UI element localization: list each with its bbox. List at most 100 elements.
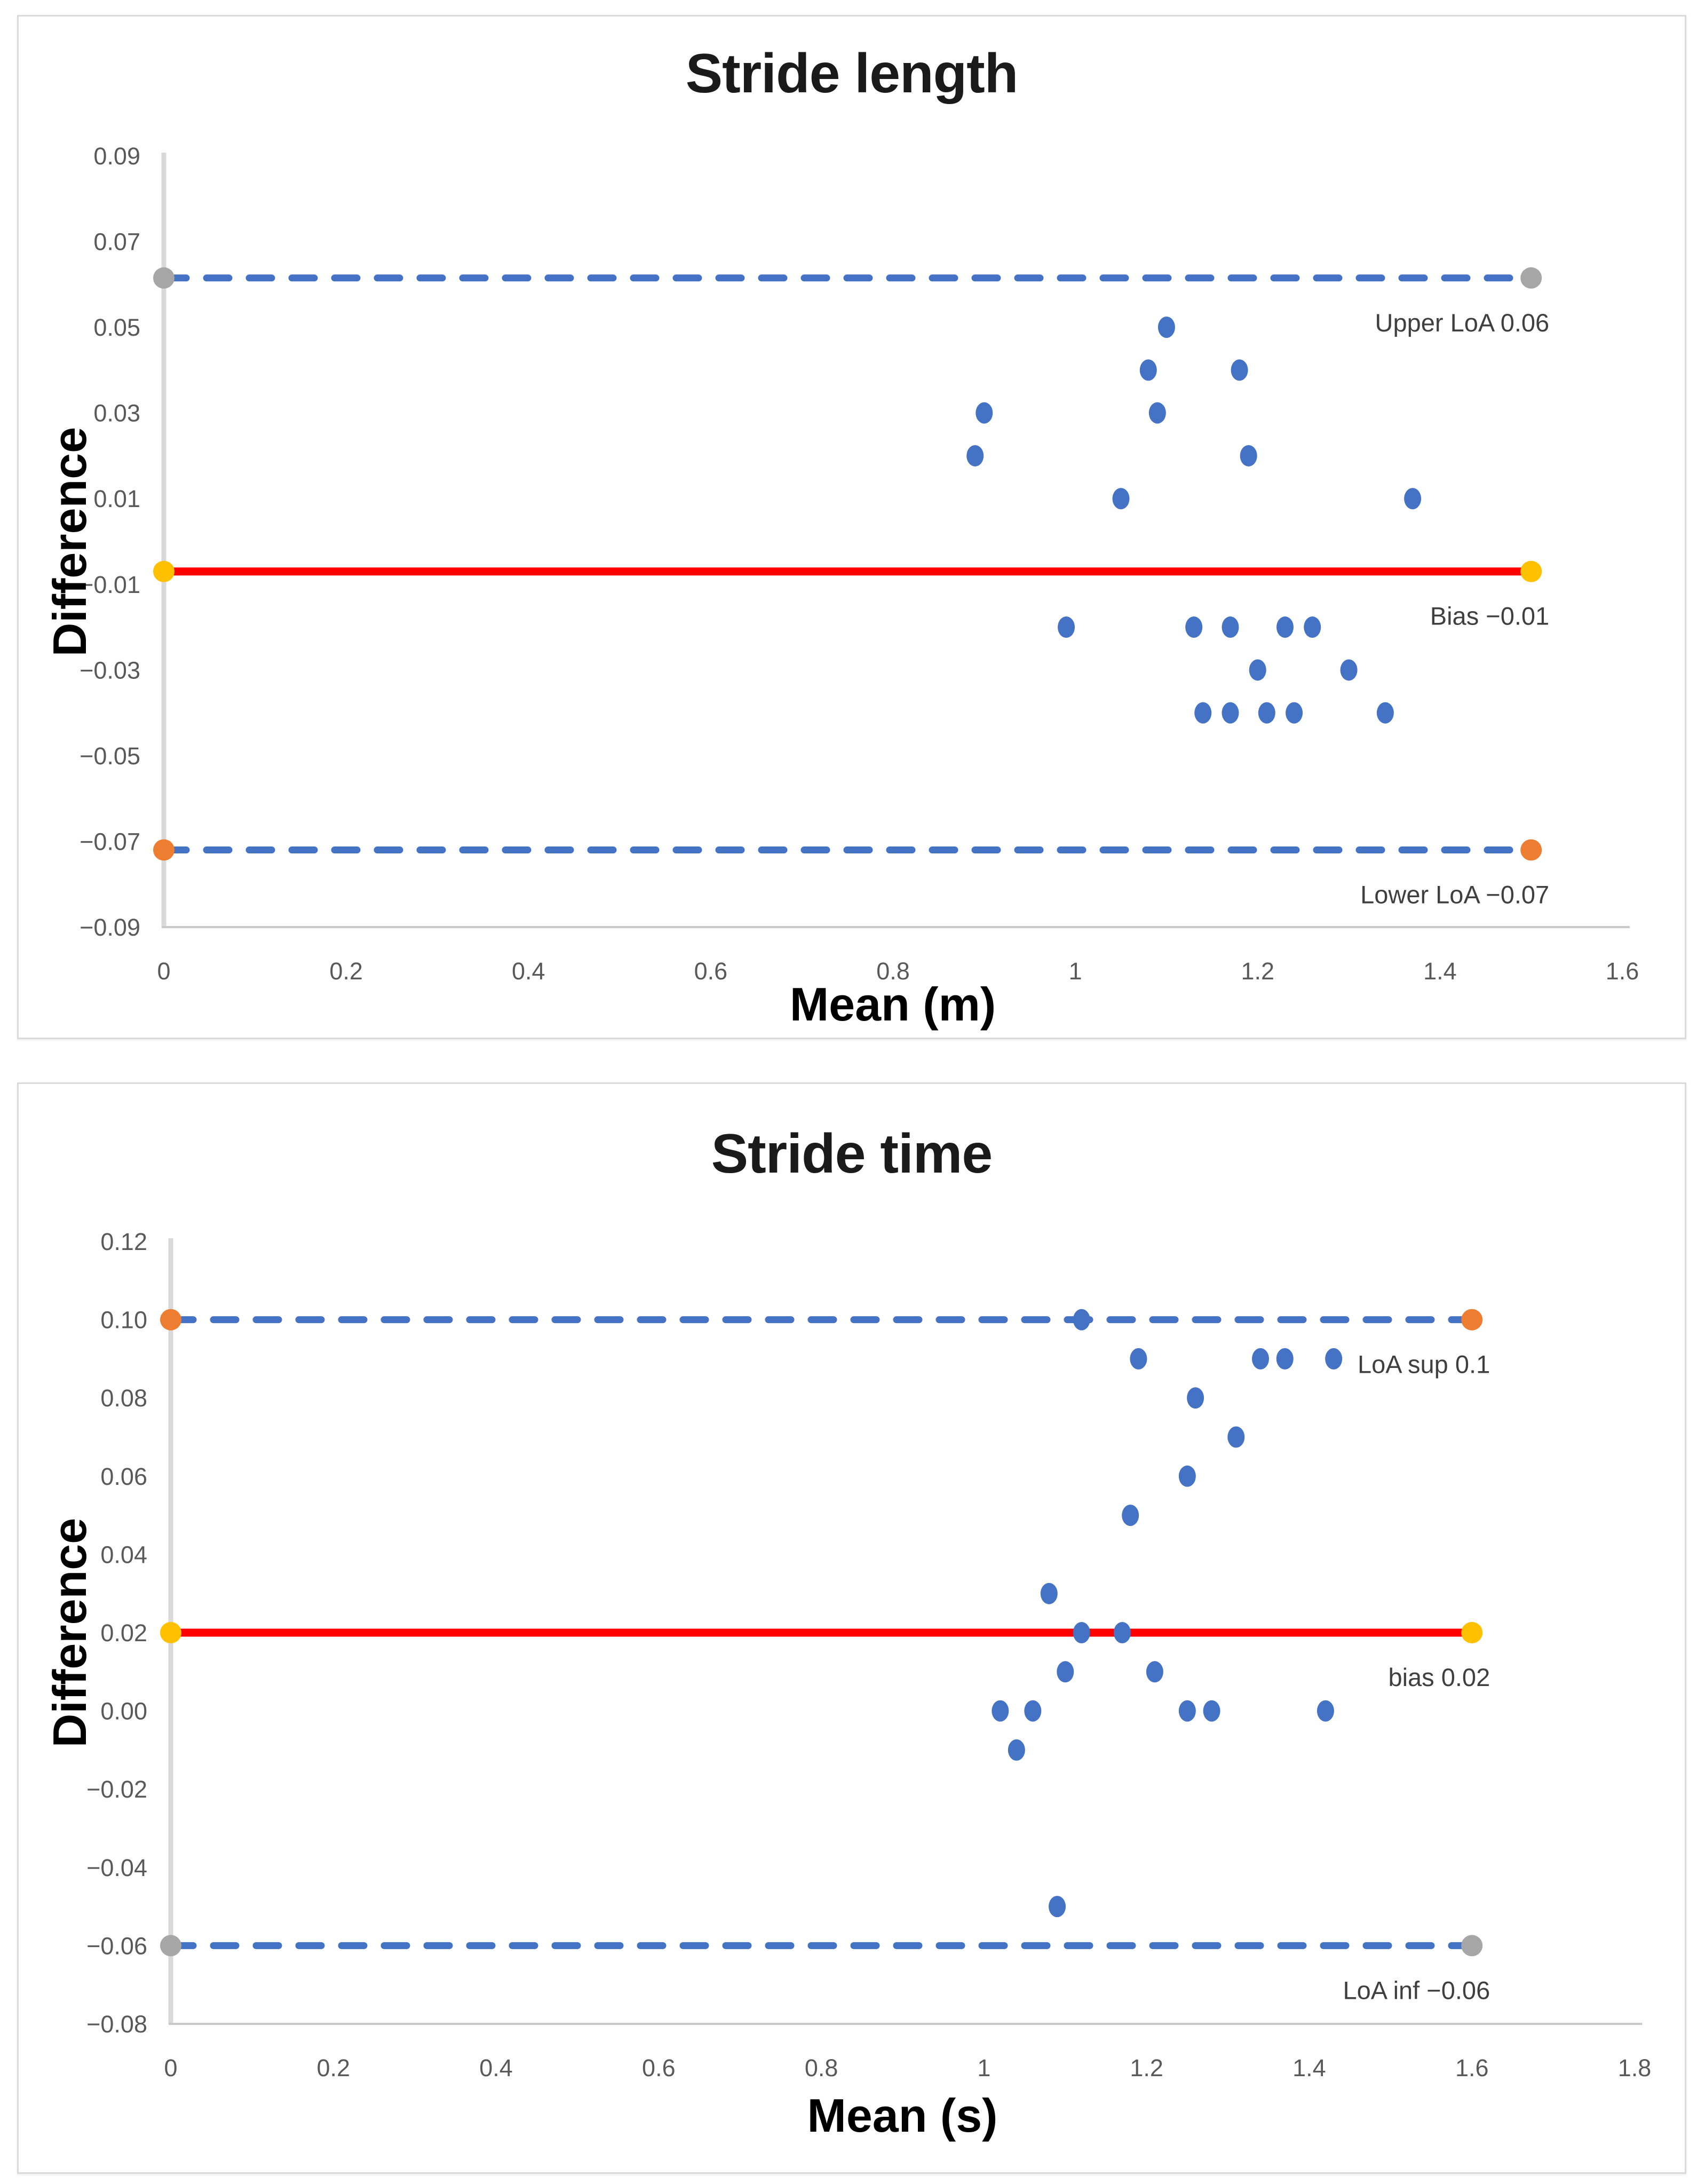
data-point bbox=[1113, 1622, 1131, 1643]
x-tick-label: 0.8 bbox=[805, 2054, 838, 2082]
data-point bbox=[1139, 359, 1157, 381]
data-point bbox=[1222, 616, 1239, 638]
line-endpoint-marker bbox=[160, 1622, 181, 1643]
y-tick-label: 0.10 bbox=[100, 1307, 147, 1334]
y-tick-label: 0.09 bbox=[93, 143, 140, 170]
y-tick-label: 0.01 bbox=[93, 485, 140, 512]
line-endpoint-marker bbox=[153, 839, 175, 861]
data-point bbox=[1340, 659, 1358, 681]
data-point bbox=[1286, 702, 1303, 724]
chart-title: Stride length bbox=[685, 43, 1019, 105]
ref-line-label: LoA inf −0.06 bbox=[1343, 1976, 1490, 2004]
x-tick-label: 0.8 bbox=[876, 958, 910, 985]
x-tick-label: 1.2 bbox=[1241, 958, 1274, 985]
line-endpoint-marker bbox=[1461, 1935, 1483, 1957]
line-endpoint-marker bbox=[1520, 560, 1542, 582]
x-tick-label: 1.6 bbox=[1455, 2054, 1489, 2082]
data-point bbox=[1304, 616, 1321, 638]
stride-time-plot: 0.12 0.10 0.08 0.06 0.04 0.02 0.00 −0.02 −0.04 −0… bbox=[86, 1228, 1652, 2082]
data-point bbox=[1157, 316, 1175, 338]
y-tick-label: −0.01 bbox=[80, 571, 140, 598]
y-tick-label: 0.06 bbox=[100, 1463, 147, 1490]
data-point bbox=[1112, 488, 1130, 510]
data-point bbox=[1404, 488, 1422, 510]
data-point bbox=[1187, 1387, 1204, 1409]
y-tick-label: 0.08 bbox=[100, 1384, 147, 1412]
data-point bbox=[976, 402, 993, 424]
data-point bbox=[1240, 445, 1257, 466]
data-point bbox=[966, 445, 984, 466]
x-tick-label: 0 bbox=[157, 958, 170, 985]
data-point bbox=[1231, 359, 1248, 381]
x-tick-label: 1.8 bbox=[1618, 2054, 1652, 2082]
ref-line-label: LoA sup 0.1 bbox=[1358, 1350, 1490, 1379]
data-point bbox=[1008, 1739, 1025, 1761]
data-point bbox=[1146, 1661, 1163, 1683]
y-axis-title: Difference bbox=[43, 1517, 96, 1748]
data-point bbox=[1276, 1348, 1294, 1370]
data-point bbox=[1058, 616, 1075, 638]
chart-title: Stride time bbox=[711, 1123, 993, 1185]
y-tick-label: 0.05 bbox=[93, 314, 140, 341]
x-tick-label: 1.4 bbox=[1292, 2054, 1326, 2082]
y-tick-label: 0.07 bbox=[93, 228, 140, 256]
line-endpoint-marker bbox=[153, 267, 175, 289]
data-point bbox=[1040, 1582, 1058, 1604]
x-axis-title: Mean (s) bbox=[807, 2089, 998, 2142]
y-tick-label: 0.02 bbox=[100, 1619, 147, 1647]
data-point bbox=[1073, 1309, 1090, 1331]
stride-length-plot: 0.09 0.07 0.05 0.03 0.01 −0.01 −0.03 −0.05 −0.07… bbox=[80, 143, 1639, 985]
x-tick-label: 1 bbox=[977, 2054, 990, 2082]
line-endpoint-marker bbox=[1520, 839, 1542, 861]
x-axis-title: Mean (m) bbox=[789, 978, 996, 1031]
x-tick-label: 0.6 bbox=[642, 2054, 676, 2082]
data-point bbox=[1376, 702, 1394, 724]
y-tick-label: −0.08 bbox=[86, 2011, 147, 2038]
data-point bbox=[1252, 1348, 1270, 1370]
data-point bbox=[1130, 1348, 1147, 1370]
y-tick-label: 0.04 bbox=[100, 1541, 147, 1568]
ref-line-label: bias 0.02 bbox=[1388, 1663, 1490, 1691]
y-tick-label: 0.12 bbox=[100, 1228, 147, 1255]
x-tick-label: 1.6 bbox=[1606, 958, 1639, 985]
x-tick-label: 0 bbox=[164, 2054, 177, 2082]
y-tick-label: −0.02 bbox=[86, 1776, 147, 1803]
x-tick-label: 0.4 bbox=[479, 2054, 513, 2082]
line-endpoint-marker bbox=[1461, 1309, 1483, 1331]
y-tick-label: 0.00 bbox=[100, 1698, 147, 1725]
data-point bbox=[1194, 702, 1212, 724]
data-point bbox=[1258, 702, 1275, 724]
x-tick-label: 1.2 bbox=[1130, 2054, 1163, 2082]
line-endpoint-marker bbox=[160, 1309, 181, 1331]
data-point bbox=[1249, 659, 1266, 681]
line-endpoint-marker bbox=[1461, 1622, 1483, 1643]
data-point bbox=[1227, 1426, 1245, 1448]
data-point bbox=[1178, 1465, 1196, 1487]
y-tick-label: 0.03 bbox=[93, 400, 140, 427]
data-point bbox=[1024, 1700, 1042, 1722]
x-tick-label: 0.2 bbox=[316, 2054, 350, 2082]
y-tick-label: −0.03 bbox=[80, 656, 140, 684]
data-point bbox=[1203, 1700, 1220, 1722]
y-axis-title: Difference bbox=[43, 426, 96, 657]
line-endpoint-marker bbox=[153, 560, 175, 582]
data-point bbox=[1148, 402, 1166, 424]
data-point bbox=[1325, 1348, 1343, 1370]
y-tick-label: −0.09 bbox=[80, 914, 140, 941]
data-point bbox=[1276, 616, 1294, 638]
data-point bbox=[1222, 702, 1239, 724]
data-point bbox=[1317, 1700, 1334, 1722]
x-tick-label: 1 bbox=[1069, 958, 1082, 985]
stride-time-chart-panel: 0.12 0.10 0.08 0.06 0.04 0.02 0.00 −0.02 −0.04 −0… bbox=[17, 1082, 1686, 2174]
line-endpoint-marker bbox=[1520, 267, 1542, 289]
data-point bbox=[1122, 1505, 1139, 1526]
data-point bbox=[1185, 616, 1203, 638]
data-point bbox=[992, 1700, 1009, 1722]
x-tick-label: 0.2 bbox=[329, 958, 363, 985]
x-tick-label: 1.4 bbox=[1423, 958, 1457, 985]
line-endpoint-marker bbox=[160, 1935, 181, 1957]
x-tick-label: 0.6 bbox=[694, 958, 728, 985]
ref-line-label: Bias −0.01 bbox=[1430, 602, 1549, 630]
data-point bbox=[1049, 1896, 1066, 1918]
data-point bbox=[1057, 1661, 1074, 1683]
